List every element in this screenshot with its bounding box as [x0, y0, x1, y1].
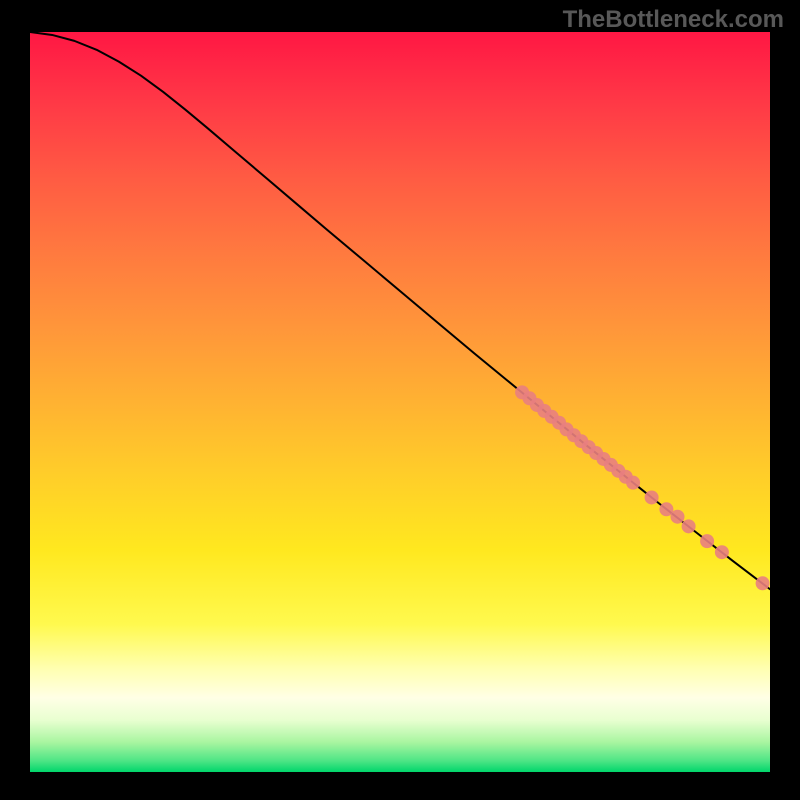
chart-container: TheBottleneck.com	[0, 0, 800, 800]
data-marker	[671, 510, 685, 524]
plot-area	[30, 32, 770, 772]
data-marker	[682, 519, 696, 533]
data-marker	[700, 534, 714, 548]
gradient-background	[30, 32, 770, 772]
data-marker	[645, 490, 659, 504]
data-marker	[756, 576, 770, 590]
chart-svg	[30, 32, 770, 772]
watermark-text: TheBottleneck.com	[563, 6, 784, 34]
data-marker	[715, 545, 729, 559]
data-marker	[626, 476, 640, 490]
